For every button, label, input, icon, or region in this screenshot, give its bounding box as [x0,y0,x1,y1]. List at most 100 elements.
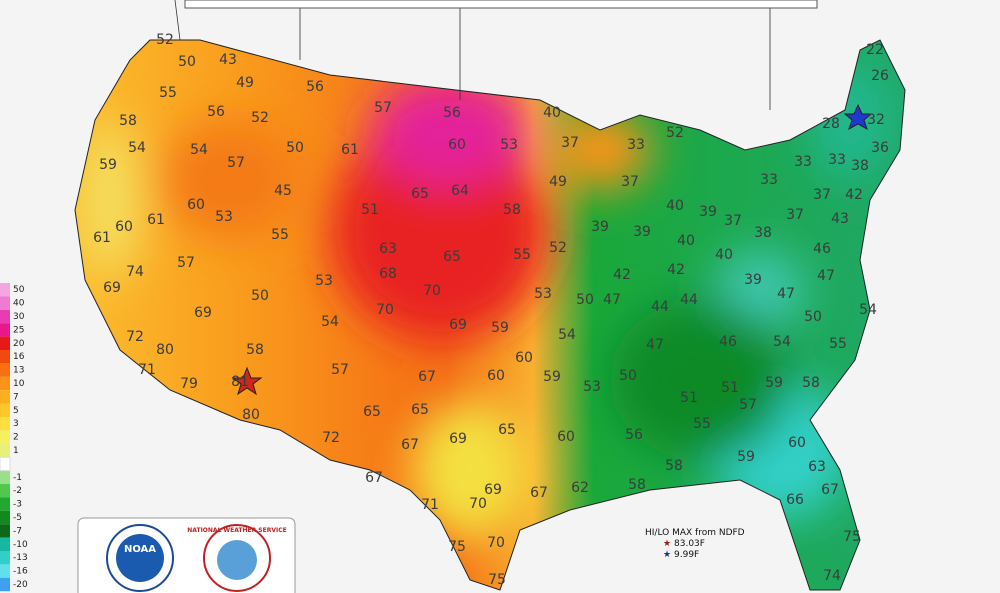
legend-swatch [0,309,10,324]
inset-min: 9.99F [674,550,699,560]
legend-swatch [0,336,10,350]
temperature-label: 75 [843,529,861,545]
legend-label: 25 [13,325,24,335]
temperature-label: 60 [515,350,533,366]
temperature-label: 37 [561,135,579,151]
nws-text: NATIONAL WEATHER SERVICE [187,527,286,534]
borders [174,0,771,110]
legend-swatch [0,497,10,511]
temperature-label: 56 [306,79,324,95]
temperature-label: 37 [786,207,804,223]
temperature-label: 72 [322,430,340,446]
temperature-label: 79 [180,376,198,392]
inset-min-star: ★ [663,550,671,560]
temperature-label: 65 [443,249,461,265]
temperature-label: 57 [739,397,757,413]
legend-label: 13 [13,366,24,376]
temperature-label: 58 [665,458,683,474]
temperature-label: 61 [341,142,359,158]
temperature-label: 22 [866,42,884,58]
temperature-label: 50 [619,368,637,384]
temperature-label: 37 [621,174,639,190]
temperature-label: 60 [487,368,505,384]
temperature-label: 54 [321,314,339,330]
temperature-label: 33 [627,137,645,153]
legend-label: -10 [13,540,28,550]
temperature-label: 70 [469,496,487,512]
temperature-label: 60 [557,429,575,445]
legend-label: 1 [13,446,19,456]
temperature-label: 69 [484,482,502,498]
temperature-label: 61 [93,230,111,246]
temperature-label: 55 [693,416,711,432]
temperature-label: 55 [829,336,847,352]
temperature-label: 81 [231,374,249,390]
temperature-label: 44 [680,292,698,308]
temperature-label: 49 [549,174,567,190]
temperature-label: 39 [744,272,762,288]
temperature-label: 40 [543,105,561,121]
temperature-label: 55 [159,85,177,101]
legend-label: -13 [13,553,28,563]
temperature-label: 39 [633,224,651,240]
temperature-label: 57 [227,155,245,171]
legend-swatch [0,443,10,458]
temperature-label: 50 [251,288,269,304]
inset: HI/LO MAX from NDFD ★ 83.03F ★ 9.99F [645,528,745,560]
temperature-label: 33 [760,172,778,188]
temperature-label: 58 [119,113,137,129]
legend-swatch [0,296,10,310]
legend-label: -3 [13,500,22,510]
legend-swatch [0,484,10,498]
temperature-label: 51 [680,390,698,406]
temperature-label: 42 [845,187,863,203]
temperature-label: 43 [831,211,849,227]
temperature-label: 63 [379,241,397,257]
temperature-label: 40 [666,198,684,214]
temperature-label: 80 [242,407,260,423]
temperature-label: 51 [721,380,739,396]
temperature-label: 59 [491,320,509,336]
legend-label: 5 [13,406,19,416]
temperature-label: 36 [871,140,889,156]
temperature-label: 59 [737,449,755,465]
temperature-label: 54 [128,140,146,156]
legend-swatch [0,524,10,538]
temperature-label: 53 [583,379,601,395]
legend: 50 40 30 25 20 16 13 10 7 5 3 2 1 -1 -2 -3 -5 -7 -10 -13 -16… [0,283,28,592]
temperature-label: 52 [666,125,684,141]
legend-label: 16 [13,352,25,362]
legend-label: -1 [13,473,22,483]
temperature-label: 65 [411,186,429,202]
temperature-label: 55 [513,247,531,263]
legend-swatch [0,390,10,404]
temperature-label: 74 [126,264,144,280]
temperature-label: 66 [786,492,804,508]
noaa-text: NOAA [124,544,156,555]
temperature-label: 38 [851,158,869,174]
inset-title: HI/LO MAX from NDFD [645,528,745,538]
temperature-label: 40 [677,233,695,249]
temperature-label: 58 [802,375,820,391]
temperature-label: 47 [603,292,621,308]
legend-label: -16 [13,567,28,577]
temperature-label: 65 [411,402,429,418]
temperature-label: 47 [817,268,835,284]
temperature-label: 53 [215,209,233,225]
temperature-label: 43 [219,52,237,68]
temperature-label: 70 [487,535,505,551]
legend-label: -5 [13,513,22,523]
temperature-label: 75 [448,539,466,555]
temperature-label: 60 [788,435,806,451]
temperature-label: 52 [549,240,567,256]
temperature-label: 28 [822,116,840,132]
temperature-label: 64 [451,183,469,199]
legend-swatch [0,417,10,431]
temperature-label: 33 [828,152,846,168]
temperature-label: 67 [418,369,436,385]
temperature-label: 62 [571,480,589,496]
legend-label: 30 [13,312,25,322]
nws-center [217,540,257,580]
temperature-label: 44 [651,299,669,315]
legend-swatch [0,350,10,364]
